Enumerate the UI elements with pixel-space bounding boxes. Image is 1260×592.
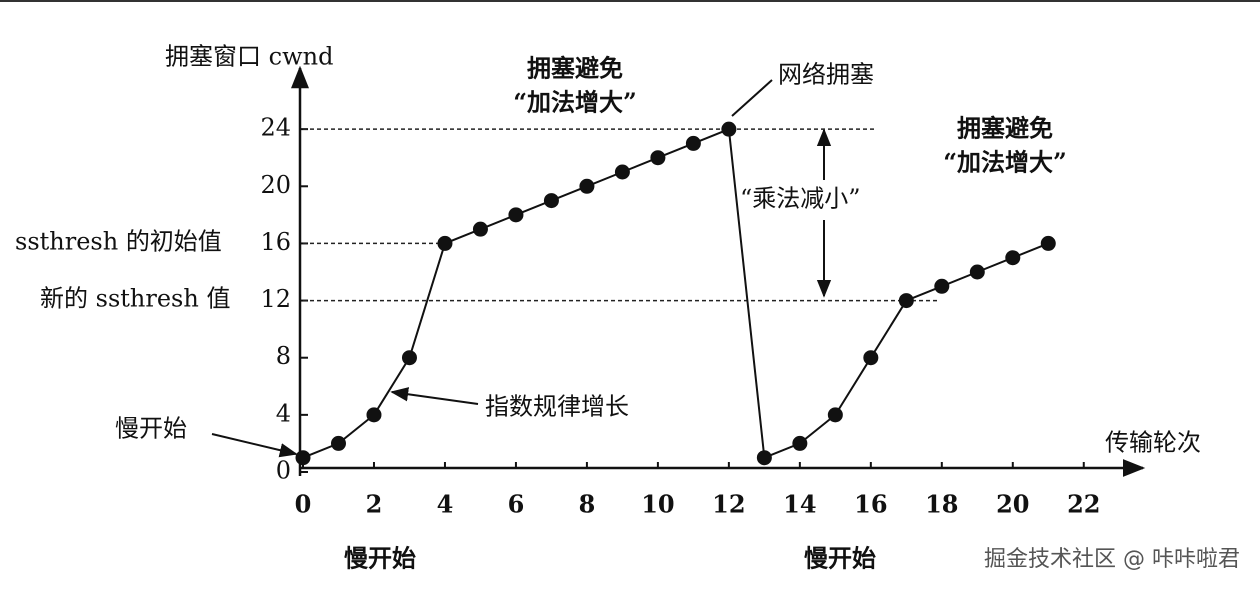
y-tick-label: 12	[260, 285, 291, 313]
x-tick-label: 2	[366, 490, 383, 519]
x-tick-label: 16	[854, 490, 887, 519]
point	[579, 178, 595, 194]
x-tick-label: 8	[579, 490, 596, 519]
y-tick-label: 0	[276, 457, 291, 485]
annotation: “加法增大”	[513, 88, 637, 117]
point	[508, 207, 524, 223]
arrow	[390, 387, 479, 405]
point	[1005, 250, 1021, 266]
point	[756, 450, 772, 466]
x-tick-label: 6	[508, 490, 525, 519]
point	[650, 150, 666, 166]
x-tick-label: 22	[1067, 490, 1100, 519]
annotation: 网络拥塞	[778, 61, 874, 89]
x-tick-label: 18	[925, 490, 958, 519]
annotation: 拥塞避免	[957, 114, 1053, 143]
point	[614, 164, 630, 180]
point	[472, 221, 488, 237]
point	[792, 435, 808, 451]
x-tick-label: 4	[437, 490, 454, 519]
point	[969, 264, 985, 280]
x-tick-label: 14	[783, 490, 816, 519]
point	[366, 407, 382, 423]
x-tick-label: 10	[641, 490, 674, 519]
annotation: 慢开始	[804, 544, 876, 573]
annotation: 指数规律增长	[485, 393, 629, 421]
y-tick-label: 24	[260, 114, 291, 142]
y-tick-label: 4	[276, 399, 291, 427]
point	[295, 450, 311, 466]
annotation: 慢开始	[344, 544, 416, 573]
point	[685, 135, 701, 151]
point	[898, 293, 914, 309]
y-axis-label: 拥塞窗口 cwnd	[165, 43, 333, 71]
arrow	[731, 79, 773, 117]
x-tick-label: 12	[712, 490, 745, 519]
watermark: 掘金技术社区 @ 咔咔啦君	[984, 547, 1240, 572]
point	[543, 193, 559, 209]
x-tick-label: 0	[295, 490, 312, 519]
point	[827, 407, 843, 423]
point	[330, 435, 346, 451]
arrow	[211, 433, 298, 458]
point	[401, 350, 417, 366]
line	[302, 127, 1049, 460]
point	[863, 350, 879, 366]
annotation: ssthresh 的初始值	[15, 228, 222, 256]
x-axis-label: 传输轮次	[1105, 429, 1201, 457]
annotation: “乘法减小”	[740, 185, 861, 213]
y-tick-label: 16	[260, 228, 291, 256]
annotation: 慢开始	[115, 415, 187, 443]
annotation: 拥塞避免	[527, 54, 623, 83]
point	[1040, 235, 1056, 251]
point	[934, 278, 950, 294]
annotation: “加法增大”	[943, 148, 1067, 177]
annotation: 新的 ssthresh 值	[40, 285, 230, 313]
y-tick-label: 8	[276, 342, 291, 370]
point	[721, 121, 737, 137]
point	[437, 235, 453, 251]
y-tick-label: 20	[260, 171, 291, 199]
x-tick-label: 20	[996, 490, 1029, 519]
